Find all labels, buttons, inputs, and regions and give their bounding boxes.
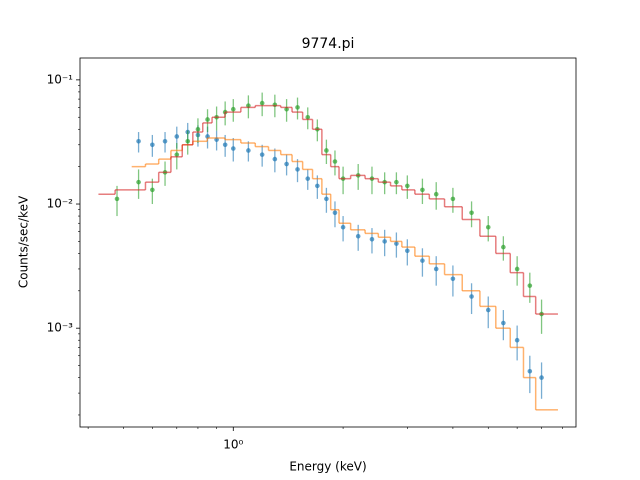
data-point (469, 294, 474, 299)
data-point (394, 241, 399, 246)
data-point (514, 337, 520, 343)
data-point (332, 159, 338, 164)
x-axis-label: Energy (keV) (289, 460, 366, 474)
data-point (136, 139, 141, 144)
data-point (162, 139, 168, 144)
data-point (450, 276, 456, 282)
data-point (324, 196, 329, 202)
y-tick-label: 10⁻¹ (47, 72, 74, 86)
data-point (405, 183, 410, 189)
data-point (501, 320, 506, 326)
data-point (195, 126, 201, 132)
data-point (450, 196, 456, 202)
data-point (382, 239, 387, 244)
data-point (272, 156, 278, 162)
data-point (174, 152, 180, 157)
data-point (539, 375, 544, 380)
data-point (174, 134, 180, 139)
data-point (332, 210, 338, 216)
data-point (324, 148, 329, 153)
y-axis-label: Counts/sec/keV (17, 195, 31, 288)
data-point (114, 196, 120, 202)
data-point (295, 105, 300, 110)
data-point (527, 368, 533, 374)
data-point (259, 100, 265, 106)
chart-title: 9774.pi (302, 36, 355, 52)
data-point (259, 152, 265, 157)
plot-frame (79, 57, 577, 428)
data-point (284, 161, 289, 167)
data-point (420, 187, 425, 193)
data-point (355, 233, 361, 239)
data-point (433, 266, 439, 272)
data-point (469, 210, 474, 216)
data-point (185, 139, 191, 144)
data-point (405, 248, 410, 254)
data-point (501, 244, 506, 250)
data-point (485, 307, 491, 313)
x-tick-label: 10⁰ (223, 438, 243, 452)
y-tick-label: 10⁻² (47, 197, 74, 211)
data-point (295, 167, 300, 172)
data-point (205, 117, 210, 122)
y-tick-label: 10⁻³ (47, 321, 74, 335)
data-point (305, 176, 311, 181)
data-point (230, 146, 236, 151)
data-point (150, 142, 155, 148)
data-point (136, 179, 141, 185)
data-point (340, 224, 346, 230)
data-point (420, 258, 425, 263)
data-point (315, 183, 320, 189)
data-point (230, 106, 236, 112)
data-point (527, 283, 533, 288)
data-point (305, 114, 311, 120)
data-point (222, 142, 228, 148)
data-point (394, 179, 399, 185)
data-point (433, 191, 439, 197)
data-point (150, 187, 155, 193)
data-point (514, 266, 520, 272)
data-point (369, 236, 375, 242)
data-point (246, 148, 251, 153)
data-point (485, 224, 491, 230)
